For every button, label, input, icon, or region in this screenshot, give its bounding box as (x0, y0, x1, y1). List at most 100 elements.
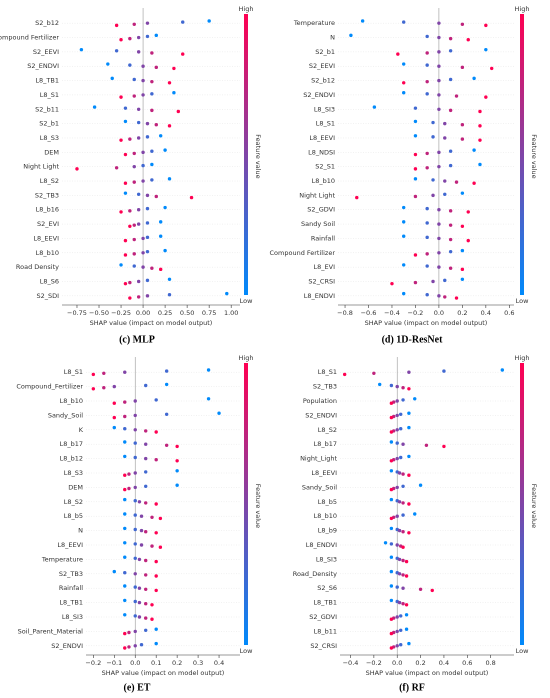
shap-dot (167, 293, 172, 297)
shap-dot (172, 91, 176, 95)
shap-dot (437, 107, 441, 111)
shap-dot (389, 631, 394, 636)
shap-dot (158, 234, 163, 238)
shap-dot (150, 149, 154, 153)
shap-dot (217, 411, 221, 415)
shap-dot (144, 484, 148, 488)
shap-dot (136, 50, 141, 54)
shap-dot (175, 459, 179, 463)
shap-dot (91, 372, 96, 377)
shap-dot (128, 280, 132, 285)
shap-dot (431, 178, 435, 182)
shap-dot (413, 397, 417, 401)
colorbar-label: Feature value (530, 134, 538, 178)
shap-dot (401, 513, 405, 517)
shap-dot (448, 209, 453, 213)
shap-dot (123, 152, 128, 157)
shap-dot (448, 49, 453, 53)
shap-dot (389, 487, 394, 492)
shap-dot (167, 277, 172, 281)
shap-dot (175, 469, 179, 473)
shap-dot (123, 119, 128, 124)
feature-label: Compound Fertilizer (0, 34, 59, 42)
x-tick-label: 0.50 (180, 309, 194, 317)
shap-dot (154, 627, 158, 631)
shap-dot (133, 485, 137, 490)
shap-dot (425, 264, 429, 268)
shap-dot (154, 574, 158, 578)
shap-dot (137, 557, 142, 562)
shap-dot (225, 291, 229, 296)
shap-dot (389, 440, 394, 444)
shap-dot (401, 545, 405, 549)
shap-dot (112, 569, 116, 574)
shap-dot (478, 109, 482, 114)
shap-dot (123, 613, 127, 617)
shap-dot (404, 613, 409, 617)
shap-dot (389, 430, 394, 434)
shap-dot (437, 222, 441, 226)
shap-dot (175, 483, 179, 487)
shap-dot (389, 469, 394, 473)
shap-dot (402, 91, 406, 95)
shap-dot (425, 151, 429, 156)
shap-dot (145, 221, 150, 225)
feature-label: S2_TB3 (35, 191, 59, 199)
shap-dot (132, 223, 136, 227)
shap-dot (167, 81, 172, 85)
shap-dot (448, 36, 453, 41)
shap-dot (360, 19, 365, 23)
shap-dot (478, 138, 482, 142)
shap-dot (389, 569, 394, 574)
shap-dot (460, 123, 465, 127)
shap-dot (144, 383, 148, 388)
shap-dot (176, 109, 181, 114)
shap-dot (443, 192, 447, 196)
feature-label: L8_S1 (64, 368, 83, 376)
feature-label: S2_GDVI (307, 206, 335, 214)
shap-dot (112, 401, 116, 405)
shap-dot (133, 441, 137, 445)
feature-label: S2_EEVI (33, 48, 59, 56)
shap-dot (342, 372, 347, 377)
feature-label: S2_b11 (35, 105, 59, 113)
shap-dot (136, 208, 141, 212)
shap-dot (112, 425, 116, 430)
shap-dot (119, 210, 123, 214)
shap-dot (102, 386, 106, 390)
shap-dot (372, 371, 376, 375)
feature-label: L8_S1 (318, 368, 337, 376)
shap-dot (431, 279, 435, 284)
shap-dot (448, 266, 453, 270)
shap-dot (399, 643, 403, 647)
shap-dot (154, 194, 158, 199)
shap-dot (123, 497, 127, 502)
shap-dot (133, 513, 137, 517)
shap-dot (114, 23, 119, 28)
shap-dot (424, 443, 429, 447)
x-tick-label: 0.0 (392, 659, 402, 667)
feature-label: Sandy Soil (301, 220, 335, 228)
shap-dot (114, 166, 119, 170)
shap-dot (401, 501, 405, 505)
shap-dot (407, 473, 411, 477)
shap-dot (133, 556, 137, 560)
shap-dot (448, 223, 453, 227)
shap-dot (402, 291, 406, 296)
shap-dot (407, 641, 411, 646)
shap-dot (460, 224, 465, 228)
shap-dot (355, 195, 359, 200)
shap-dot (425, 221, 429, 225)
shap-dot (112, 384, 116, 389)
shap-dot (119, 263, 123, 267)
feature-label: L8_b16 (36, 206, 59, 214)
shap-dot (164, 382, 169, 387)
shap-dot (390, 281, 394, 286)
shap-dot (167, 124, 172, 128)
feature-label: Rainfall (59, 584, 83, 592)
feature-label: L8_b10 (60, 397, 83, 405)
shap-dot (425, 252, 429, 256)
shap-dot (137, 586, 142, 590)
shap-dot (460, 65, 465, 70)
